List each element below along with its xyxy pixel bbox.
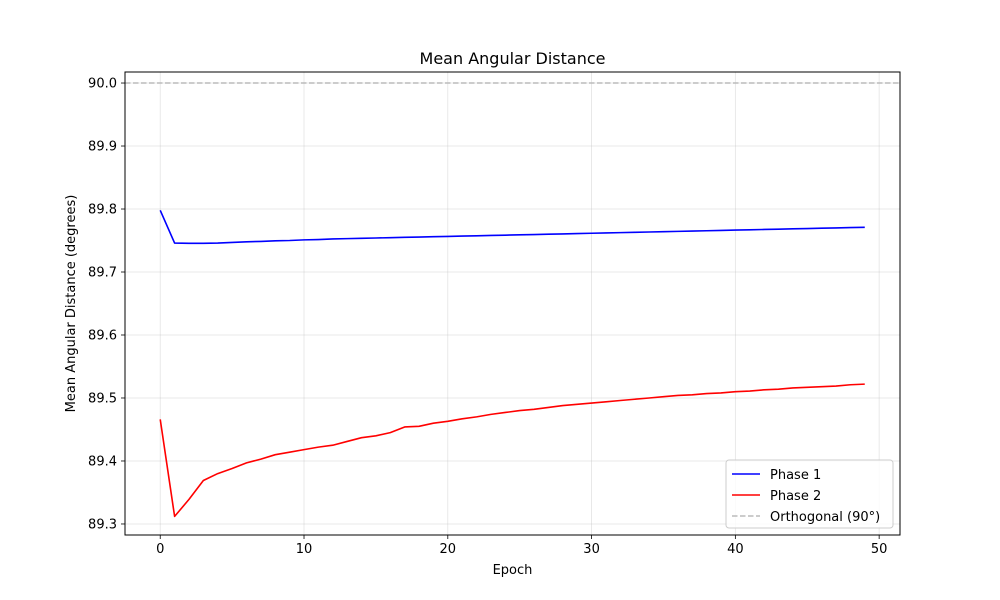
y-tick-label: 89.4 [88,454,117,469]
series-layer [159,209,865,518]
legend-label: Orthogonal (90°) [770,510,880,525]
series-line-phase-1 [159,209,865,245]
y-axis-label: Mean Angular Distance (degrees) [64,195,79,413]
x-tick-label: 0 [156,542,164,557]
y-tick-label: 89.3 [88,517,117,532]
series-line-phase-2 [159,383,865,518]
x-tick-label: 30 [583,542,600,557]
y-axis-ticks: 89.3 89.4 89.5 89.6 89.7 89.8 89.9 90.0 [88,77,125,532]
chart-title: Mean Angular Distance [420,49,606,68]
y-tick-label: 90.0 [88,77,117,92]
legend-box [725,459,894,529]
x-tick-label: 10 [296,542,313,557]
legend: Phase 1 Phase 2 Orthogonal (90°) [725,459,894,529]
y-tick-label: 89.9 [88,140,117,155]
x-tick-label: 20 [440,542,457,557]
legend-label: Phase 1 [770,468,821,483]
x-tick-label: 40 [727,542,744,557]
y-tick-label: 89.8 [88,203,117,218]
y-tick-label: 89.7 [88,266,117,281]
plot-frame [124,71,901,536]
x-axis-label: Epoch [493,563,533,578]
y-tick-label: 89.6 [88,328,117,343]
x-tick-label: 50 [871,542,888,557]
y-tick-label: 89.5 [88,391,117,406]
legend-label: Phase 2 [770,489,821,504]
x-axis-ticks: 0 10 20 30 40 50 [156,535,887,557]
